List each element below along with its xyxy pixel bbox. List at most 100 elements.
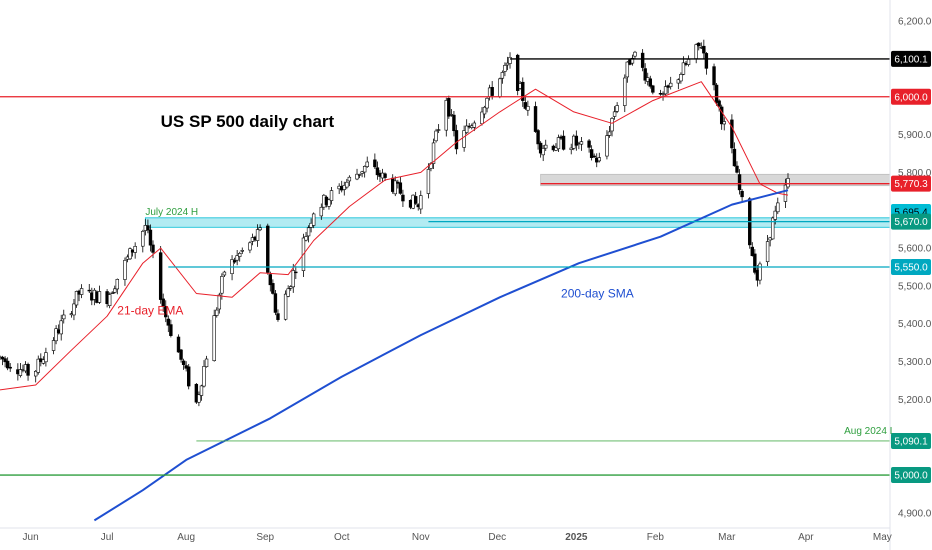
candle <box>255 224 260 247</box>
candle <box>633 50 637 59</box>
price-badge: 5,670.0 <box>891 213 931 230</box>
candle-up <box>62 314 66 320</box>
candle <box>110 291 114 295</box>
candle <box>765 235 770 266</box>
candle <box>202 360 206 388</box>
candle <box>625 61 630 83</box>
candle <box>503 62 507 77</box>
candle-up <box>605 135 609 157</box>
candle-up <box>74 291 79 306</box>
price-badge-bg <box>891 467 931 484</box>
candle <box>289 285 293 291</box>
candle <box>273 289 278 316</box>
candle-up <box>694 44 698 59</box>
candle <box>748 197 752 249</box>
candle-up <box>431 142 436 164</box>
candle <box>541 145 545 162</box>
candle-up <box>306 227 311 237</box>
candle-up <box>202 366 206 387</box>
candle <box>215 307 219 318</box>
candle-up <box>128 248 132 260</box>
candle-up <box>498 78 502 98</box>
candle-up <box>393 180 397 195</box>
candle <box>758 261 762 285</box>
candle <box>556 134 561 152</box>
time-axis: Jun Jul Aug Sep Oct Nov Dec 2025 Feb Mar Apr May <box>23 532 892 543</box>
price-badge-label: 5,770.3 <box>894 179 928 190</box>
candle-up <box>686 59 691 65</box>
candle <box>199 384 204 401</box>
candle <box>197 391 201 407</box>
candle <box>426 163 431 199</box>
candle <box>413 191 418 205</box>
candle <box>220 273 224 300</box>
candle-down <box>735 165 739 173</box>
candle <box>515 53 520 96</box>
candle-down <box>375 167 380 176</box>
candle <box>574 130 579 151</box>
candle <box>311 212 316 229</box>
candle <box>286 285 290 298</box>
candles-layer <box>0 39 790 407</box>
price-badge: 5,550.0 <box>891 259 931 275</box>
candle <box>87 283 91 293</box>
candle-down <box>268 274 273 286</box>
price-badge: 5,770.3 <box>891 175 931 192</box>
candle-down <box>232 260 237 263</box>
candle-up <box>258 227 262 231</box>
price-badge-label: 6,000.0 <box>894 92 928 103</box>
candle <box>375 161 380 180</box>
candle <box>508 52 512 69</box>
candle <box>345 178 349 190</box>
candle-up <box>426 169 431 194</box>
price-badges: 6,100.1 6,000.0 5,770.3 5,695.45,670.0 5,550… <box>891 50 931 484</box>
candle <box>72 299 76 321</box>
candle <box>393 176 397 197</box>
candle <box>79 284 84 299</box>
candle <box>258 224 262 232</box>
candle-down <box>373 159 377 168</box>
candle-up <box>342 185 346 190</box>
moving-averages-layer <box>0 81 789 522</box>
candle-up <box>464 125 469 133</box>
candle-down <box>87 289 91 292</box>
candle-up <box>97 291 102 303</box>
candle-up <box>362 166 367 173</box>
candle-down <box>732 148 737 167</box>
candle-up <box>765 241 770 263</box>
candle <box>597 152 601 163</box>
candle <box>18 363 23 378</box>
candle-down <box>704 53 709 69</box>
candle <box>187 363 191 390</box>
price-badge-bg <box>891 50 931 67</box>
candle <box>240 247 244 255</box>
candle-up <box>133 246 137 253</box>
price-tick-label: 6,200.0 <box>898 17 932 28</box>
candle-up <box>679 74 683 82</box>
candle-up <box>569 147 573 150</box>
candle-up <box>255 229 260 241</box>
candle-up <box>238 253 242 257</box>
candle <box>434 128 438 143</box>
time-tick-label: Jun <box>23 532 39 543</box>
candle <box>623 74 627 113</box>
candle <box>732 142 737 167</box>
candle-down <box>179 349 183 360</box>
candle <box>327 198 331 210</box>
candle <box>212 309 216 362</box>
candle <box>291 263 295 293</box>
price-badge-bg <box>891 213 931 230</box>
candle <box>357 173 362 179</box>
candle <box>753 249 757 275</box>
candle-up <box>610 118 614 132</box>
candle <box>605 130 609 160</box>
price-badge-label: 5,695.4 <box>894 208 928 219</box>
price-tick-label: 4,900.0 <box>898 508 932 519</box>
candle-up <box>72 303 76 316</box>
candle <box>365 156 369 168</box>
candle <box>615 102 619 114</box>
candle-up <box>110 292 114 295</box>
candle-up <box>220 276 224 294</box>
candle <box>235 250 239 266</box>
candle-up <box>663 86 668 95</box>
